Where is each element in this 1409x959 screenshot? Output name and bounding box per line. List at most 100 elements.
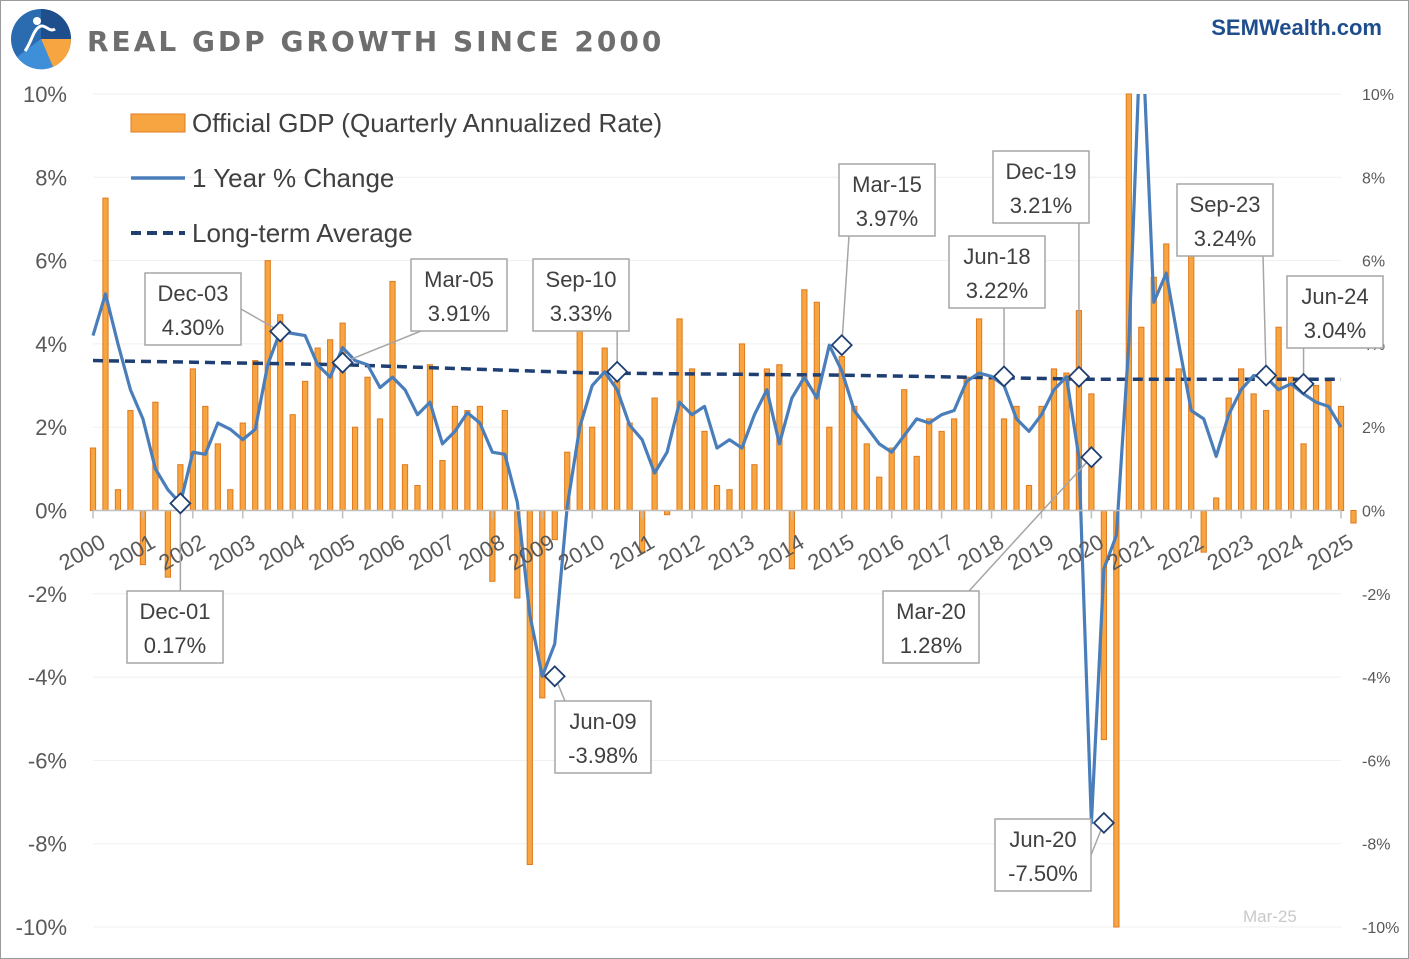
callout-value: 3.33% xyxy=(550,301,612,326)
watermark: Mar-25 xyxy=(1243,907,1297,926)
legend-label: Long-term Average xyxy=(192,218,413,248)
x-tick-label: 2000 xyxy=(55,529,110,575)
gdp-bar xyxy=(1275,326,1282,511)
yoy-change-line xyxy=(91,94,1343,825)
gdp-bar xyxy=(1250,393,1257,512)
callout-value: -7.50% xyxy=(1008,861,1078,886)
callout-value: -3.98% xyxy=(568,743,638,768)
x-tick-label: 2010 xyxy=(554,529,609,575)
legend: Official GDP (Quarterly Annualized Rate)… xyxy=(130,108,662,248)
gdp-bar xyxy=(326,339,334,511)
gdp-bar xyxy=(1000,418,1008,511)
gdp-bar xyxy=(963,376,970,511)
gdp-bar xyxy=(1150,276,1157,512)
y-tick-left: 8% xyxy=(35,165,67,190)
x-tick-label: 2012 xyxy=(654,529,709,575)
line-series xyxy=(91,94,1343,825)
callout-marker xyxy=(169,492,192,515)
gdp-bar xyxy=(214,443,221,511)
gdp-bar xyxy=(738,343,746,511)
chart-title: REAL GDP GROWTH SINCE 2000 xyxy=(87,25,665,58)
average-series xyxy=(92,358,1341,382)
callout-marker xyxy=(1292,372,1315,396)
callout-marker xyxy=(1080,446,1103,469)
y-tick-right: 0% xyxy=(1362,504,1385,521)
gdp-bar xyxy=(826,426,833,512)
callout-date: Sep-23 xyxy=(1190,192,1261,217)
callout-date: Mar-15 xyxy=(852,172,922,197)
callout-marker xyxy=(992,365,1016,388)
gdp-bar xyxy=(102,197,109,511)
y-tick-right: 6% xyxy=(1362,254,1385,271)
callout-date: Sep-10 xyxy=(546,267,617,292)
callout-marker xyxy=(331,351,354,374)
y-tick-right: -6% xyxy=(1362,753,1390,770)
gdp-bar xyxy=(713,485,721,512)
gdp-bar xyxy=(1175,368,1182,512)
gdp-bar xyxy=(863,443,870,511)
callout-marker xyxy=(543,665,566,688)
gdp-bar xyxy=(252,360,259,511)
gdp-bar xyxy=(688,368,696,512)
y-tick-right: -4% xyxy=(1362,670,1390,687)
x-tick-label: 2019 xyxy=(1003,529,1058,575)
gdp-bar xyxy=(401,464,409,511)
callout-marker xyxy=(1067,365,1091,388)
callout-box xyxy=(554,700,652,774)
gdp-bar xyxy=(264,260,271,511)
callout-marker xyxy=(1254,364,1278,387)
x-tick-label: 2025 xyxy=(1303,529,1358,575)
gdp-bar xyxy=(901,389,908,511)
y-tick-right: 2% xyxy=(1362,420,1385,437)
x-tick-label: 2023 xyxy=(1203,529,1258,575)
brand-link[interactable]: SEMWealth.com xyxy=(1211,15,1382,40)
callout-box xyxy=(838,163,936,237)
callout-box xyxy=(882,590,980,664)
legend-label: 1 Year % Change xyxy=(192,163,394,193)
gdp-bar xyxy=(227,489,234,511)
callout-date: Jun-18 xyxy=(963,244,1030,269)
gdp-bar xyxy=(801,289,808,511)
y-tick-right: -8% xyxy=(1362,837,1390,854)
callout-marker xyxy=(1092,811,1116,835)
gdp-bar xyxy=(127,410,134,512)
legend-label: Official GDP (Quarterly Annualized Rate) xyxy=(192,108,662,138)
callout-date: Jun-20 xyxy=(1009,827,1076,852)
x-tick-label: 2004 xyxy=(254,529,309,575)
gdp-bar xyxy=(189,368,196,512)
callout-date: Dec-01 xyxy=(140,599,211,624)
y-tick-left: 6% xyxy=(35,249,67,274)
gdp-bar xyxy=(1025,485,1033,512)
callouts-layer: Dec-01 0.17% Dec-03 4.30% Mar-05 3.91% Jun-09 -… xyxy=(126,150,1384,892)
callout-leader xyxy=(1262,255,1267,376)
callout-box xyxy=(948,235,1046,309)
x-tick-label: 2001 xyxy=(105,529,160,575)
callout-date: Jun-24 xyxy=(1301,284,1368,309)
callout-box xyxy=(994,818,1092,892)
x-tick-label: 2022 xyxy=(1153,529,1208,575)
y-tick-left: -10% xyxy=(16,915,67,940)
x-tick-label: 2018 xyxy=(953,529,1008,575)
y-tick-left: -8% xyxy=(28,832,67,857)
y-tick-right: -2% xyxy=(1362,587,1390,604)
x-tick-label: 2007 xyxy=(404,529,459,575)
callout-value: 3.97% xyxy=(856,206,918,231)
x-tick-label: 2016 xyxy=(853,529,908,575)
gdp-bar xyxy=(913,455,920,512)
y-tick-left: -4% xyxy=(28,665,67,690)
gdp-bar xyxy=(1287,376,1295,511)
gdp-bar xyxy=(1138,326,1145,511)
callout-date: Jun-09 xyxy=(569,709,636,734)
x-tick-label: 2002 xyxy=(154,529,209,575)
gdp-bar xyxy=(589,426,596,512)
gdp-bar xyxy=(426,364,434,511)
x-tick-label: 2003 xyxy=(204,529,259,575)
gdp-bar xyxy=(114,489,122,511)
gdp-bar xyxy=(751,464,758,511)
gdp-bar xyxy=(202,405,209,511)
y-tick-left: 4% xyxy=(35,332,67,357)
gdp-bar xyxy=(389,280,396,511)
gdp-bar xyxy=(551,510,558,541)
gdp-bar xyxy=(950,418,958,511)
